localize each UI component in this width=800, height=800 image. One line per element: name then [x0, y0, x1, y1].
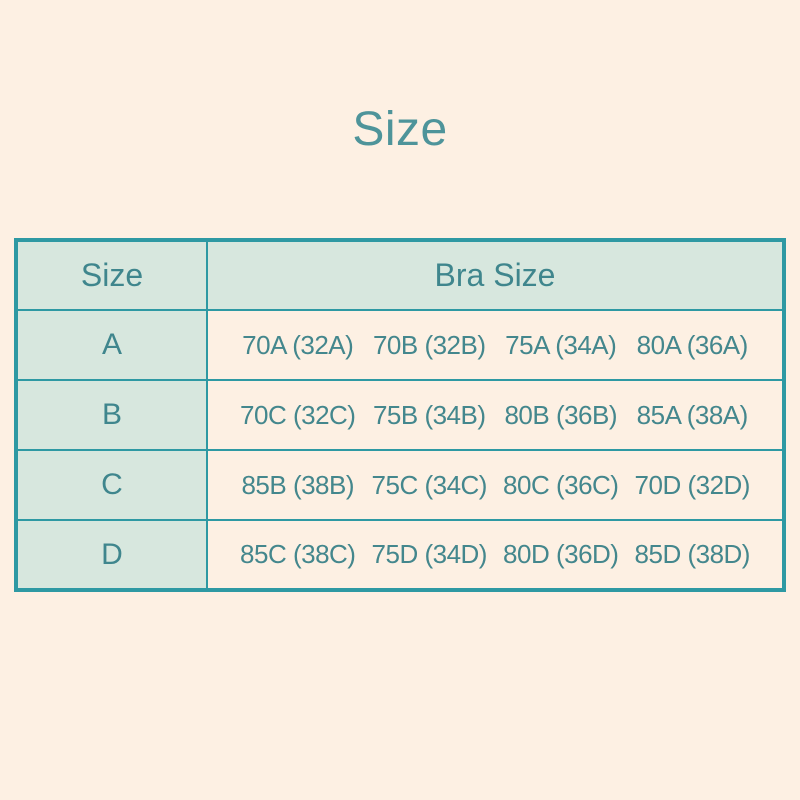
bra-size-value: 75D (34D) [371, 539, 488, 569]
bra-size-value: 85A (38A) [636, 399, 749, 430]
size-chart-page: Size Size Bra Size A 70A (32A) 70B (32B)… [0, 0, 800, 592]
values-grid: 85B (38B) 75C (34C) 80C (36C) 70D (32D) [208, 470, 782, 501]
row-values-b: 70C (32C) 75B (34B) 80B (36B) 85A (38A) [206, 379, 785, 451]
values-grid: 70A (32A) 70B (32B) 75A (34A) 80A (36A) [208, 330, 782, 361]
values-grid: 70C (32C) 75B (34B) 80B (36B) 85A (38A) [208, 400, 782, 431]
table-row: C 85B (38B) 75C (34C) 80C (36C) 70D (32D… [15, 449, 785, 521]
values-grid: 85C (38C) 75D (34D) 80D (36D) 85D (38D) [208, 539, 782, 570]
row-label-d: D [15, 519, 208, 591]
header-size: Size [15, 239, 208, 311]
bra-size-value: 80C (36C) [503, 469, 619, 500]
row-values-a: 70A (32A) 70B (32B) 75A (34A) 80A (36A) [206, 309, 785, 381]
bra-size-value: 85B (38B) [241, 469, 355, 500]
bra-size-value: 70D (32D) [634, 469, 751, 500]
header-bra-size: Bra Size [206, 239, 785, 311]
table-header-row: Size Bra Size [15, 239, 785, 311]
row-label-b: B [15, 379, 208, 451]
bra-size-value: 80D (36D) [503, 539, 619, 569]
row-label-c: C [15, 449, 208, 521]
bra-size-value: 80A (36A) [636, 329, 749, 360]
row-values-c: 85B (38B) 75C (34C) 80C (36C) 70D (32D) [206, 449, 785, 521]
bra-size-value: 70C (32C) [240, 399, 356, 430]
page-title: Size [352, 103, 448, 156]
bra-size-value: 75A (34A) [505, 329, 617, 360]
bra-size-value: 75B (34B) [372, 399, 486, 430]
table-row: D 85C (38C) 75D (34D) 80D (36D) 85D (38D… [15, 519, 785, 591]
table-row: A 70A (32A) 70B (32B) 75A (34A) 80A (36A… [15, 309, 785, 381]
table-row: B 70C (32C) 75B (34B) 80B (36B) 85A (38A… [15, 379, 785, 451]
bra-size-value: 85C (38C) [240, 539, 356, 569]
bra-size-value: 70A (32A) [242, 329, 354, 360]
size-table: Size Bra Size A 70A (32A) 70B (32B) 75A … [14, 238, 786, 592]
bra-size-value: 70B (32B) [372, 329, 486, 360]
row-label-a: A [15, 309, 208, 381]
bra-size-value: 85D (38D) [634, 539, 751, 569]
bra-size-value: 80B (36B) [504, 399, 618, 430]
row-values-d: 85C (38C) 75D (34D) 80D (36D) 85D (38D) [206, 519, 785, 591]
bra-size-value: 75C (34C) [371, 469, 488, 500]
